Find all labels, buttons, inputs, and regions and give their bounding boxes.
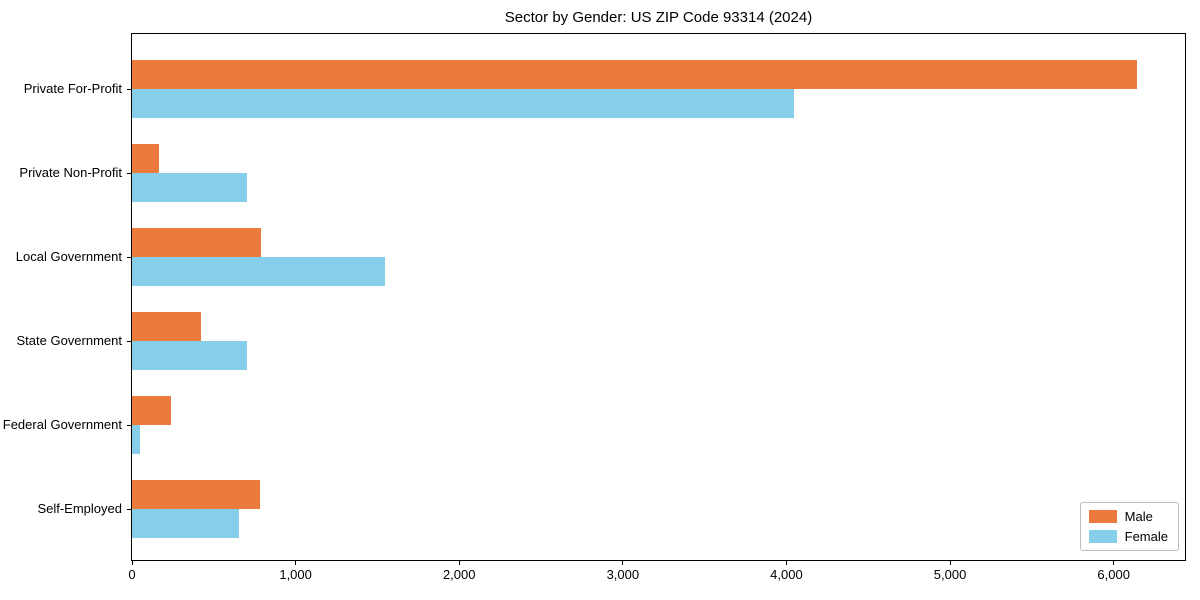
x-tick-6000: [1113, 560, 1115, 565]
x-tick-0: [131, 560, 133, 565]
bar-male-federal-government: [132, 396, 172, 425]
x-tick-label-5000: 5,000: [933, 567, 967, 582]
bar-male-private-non-profit: [132, 144, 159, 173]
x-tick-label-6000: 6,000: [1097, 567, 1130, 582]
legend-label-female: Female: [1124, 529, 1168, 544]
bar-female-private-non-profit: [132, 173, 247, 202]
bar-female-state-government: [132, 341, 247, 370]
bar-female-self-employed: [132, 509, 240, 538]
legend: Male Female: [1079, 502, 1179, 551]
y-tick-label-state-government: State Government: [16, 333, 123, 348]
plot-area: Male Female Private For-Profit Private No…: [3, 33, 1186, 582]
y-tick-self-employed: [127, 509, 132, 510]
male-swatch: [1088, 510, 1117, 523]
y-tick-label-federal-government: Federal Government: [2, 417, 122, 432]
female-swatch: [1088, 530, 1117, 543]
y-tick-private-for-profit: [127, 89, 132, 90]
x-tick-label-1000: 1,000: [279, 567, 312, 582]
y-tick-label-local-government: Local Government: [15, 249, 122, 264]
bar-male-state-government: [132, 312, 201, 341]
bar-male-local-government: [132, 228, 262, 257]
bar-female-private-for-profit: [132, 89, 794, 118]
x-tick-4000: [785, 560, 787, 565]
y-tick-federal-government: [127, 425, 132, 426]
chart-title: Sector by Gender: US ZIP Code 93314 (202…: [504, 9, 813, 26]
y-tick-state-government: [127, 341, 132, 342]
x-tick-5000: [949, 560, 951, 565]
y-tick-label-private-non-profit: Private Non-Profit: [19, 165, 122, 180]
x-tick-label-2000: 2,000: [442, 567, 476, 582]
legend-item-male: Male: [1088, 509, 1168, 524]
y-tick-local-government: [127, 257, 132, 258]
legend-label-male: Male: [1124, 509, 1153, 524]
y-tick-label-private-for-profit: Private For-Profit: [23, 81, 122, 96]
x-tick-2000: [458, 560, 460, 565]
x-tick-label-0: 0: [128, 567, 136, 582]
x-tick-label-4000: 4,000: [770, 567, 803, 582]
legend-item-female: Female: [1088, 529, 1168, 544]
bar-male-self-employed: [132, 480, 260, 509]
x-tick-label-3000: 3,000: [606, 567, 640, 582]
bar-female-local-government: [132, 257, 385, 286]
bar-male-private-for-profit: [132, 60, 1137, 89]
y-tick-private-non-profit: [127, 173, 132, 174]
y-tick-label-self-employed: Self-Employed: [37, 501, 122, 516]
x-tick-3000: [622, 560, 624, 565]
bar-female-federal-government: [132, 425, 141, 454]
x-tick-1000: [295, 560, 297, 565]
